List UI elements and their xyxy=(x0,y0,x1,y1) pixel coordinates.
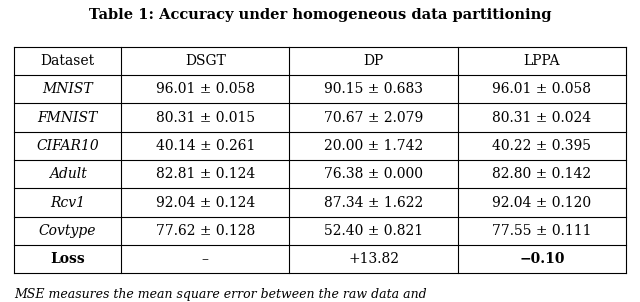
Text: Table 1: Accuracy under homogeneous data partitioning: Table 1: Accuracy under homogeneous data… xyxy=(89,8,551,21)
Text: 40.14 ± 0.261: 40.14 ± 0.261 xyxy=(156,139,255,153)
Text: 92.04 ± 0.124: 92.04 ± 0.124 xyxy=(156,195,255,210)
Text: 77.62 ± 0.128: 77.62 ± 0.128 xyxy=(156,224,255,238)
Text: LPPA: LPPA xyxy=(524,54,560,68)
Text: 92.04 ± 0.120: 92.04 ± 0.120 xyxy=(492,195,591,210)
Text: −0.10: −0.10 xyxy=(519,252,564,266)
Text: MSE measures the mean square error between the raw data and: MSE measures the mean square error betwe… xyxy=(14,288,427,300)
Text: 82.80 ± 0.142: 82.80 ± 0.142 xyxy=(492,167,591,181)
Text: Dataset: Dataset xyxy=(40,54,95,68)
Text: Adult: Adult xyxy=(49,167,86,181)
Text: 70.67 ± 2.079: 70.67 ± 2.079 xyxy=(324,111,423,125)
Text: 80.31 ± 0.015: 80.31 ± 0.015 xyxy=(156,111,255,125)
Text: CIFAR10: CIFAR10 xyxy=(36,139,99,153)
Text: 82.81 ± 0.124: 82.81 ± 0.124 xyxy=(156,167,255,181)
Text: Loss: Loss xyxy=(51,252,85,266)
Text: FMNIST: FMNIST xyxy=(38,111,98,125)
Text: 90.15 ± 0.683: 90.15 ± 0.683 xyxy=(324,82,423,96)
Text: Rcv1: Rcv1 xyxy=(50,195,85,210)
Text: 77.55 ± 0.111: 77.55 ± 0.111 xyxy=(492,224,591,238)
Text: DP: DP xyxy=(364,54,383,68)
Text: 76.38 ± 0.000: 76.38 ± 0.000 xyxy=(324,167,423,181)
Text: DSGT: DSGT xyxy=(185,54,226,68)
Text: 52.40 ± 0.821: 52.40 ± 0.821 xyxy=(324,224,423,238)
Text: 40.22 ± 0.395: 40.22 ± 0.395 xyxy=(492,139,591,153)
Text: MNIST: MNIST xyxy=(42,82,93,96)
Text: 96.01 ± 0.058: 96.01 ± 0.058 xyxy=(156,82,255,96)
Text: 96.01 ± 0.058: 96.01 ± 0.058 xyxy=(492,82,591,96)
Text: Covtype: Covtype xyxy=(39,224,97,238)
Text: –: – xyxy=(202,252,209,266)
Text: +13.82: +13.82 xyxy=(348,252,399,266)
Text: 80.31 ± 0.024: 80.31 ± 0.024 xyxy=(492,111,591,125)
Text: 20.00 ± 1.742: 20.00 ± 1.742 xyxy=(324,139,423,153)
Text: 87.34 ± 1.622: 87.34 ± 1.622 xyxy=(324,195,423,210)
